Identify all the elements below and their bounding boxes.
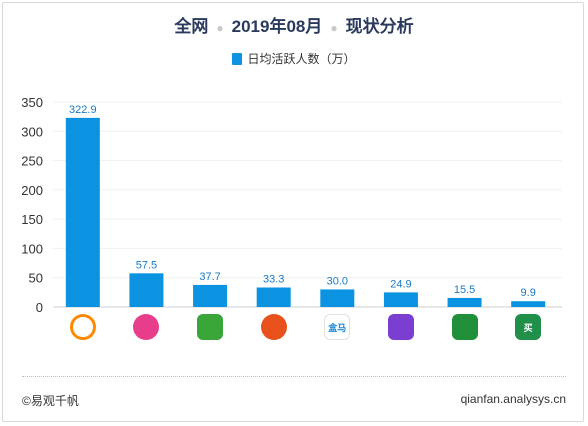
purple-app-icon [387,314,414,340]
copyright-text: ©易观千帆 [22,394,79,408]
title-part-2: 2019年08月 [231,17,323,36]
title-separator-dot: ● [216,20,224,35]
y-tick-label: 250 [21,154,43,169]
data-label: 33.3 [263,273,284,285]
radish-app-icon [451,314,478,340]
mai-app-icon: 买 [515,314,542,340]
source-url[interactable]: qianfan.analysys.cn [460,392,566,406]
bar [256,287,291,307]
y-tick-label: 50 [29,271,43,286]
bar [447,297,482,307]
chart-title: 全网 ● 2019年08月 ● 现状分析 [0,12,588,37]
bar [511,301,546,307]
bar [320,289,355,307]
legend-label: 日均活跃人数（万） [247,52,356,66]
data-label: 15.5 [454,284,475,296]
bar [129,273,164,307]
flame-app-icon [69,314,96,340]
y-tick-label: 100 [21,241,43,256]
y-tick-label: 0 [36,300,43,315]
footer-divider [22,376,566,377]
green-cartoon-app-icon [197,314,224,340]
y-tick-label: 350 [21,95,43,110]
bar [65,117,100,307]
title-part-1: 全网 [174,17,209,36]
data-label: 57.5 [136,259,157,271]
y-tick-label: 200 [21,183,43,198]
data-label: 9.9 [521,287,536,299]
hema-app-icon: 盒马 [324,314,351,340]
data-label: 24.9 [390,278,411,290]
y-tick-label: 300 [21,124,43,139]
bar [193,284,228,307]
data-label: 37.7 [199,271,220,283]
title-separator-dot: ● [330,20,338,35]
orange-circle-app-icon [260,314,287,340]
pink-circle-app-icon [133,314,160,340]
chart-legend[interactable]: 日均活跃人数（万） [0,50,588,67]
data-label: 322.9 [69,104,97,116]
legend-swatch [232,53,243,65]
title-part-3: 现状分析 [345,17,414,36]
data-label: 30.0 [327,275,348,287]
bar [383,292,418,307]
y-tick-label: 150 [21,212,43,227]
